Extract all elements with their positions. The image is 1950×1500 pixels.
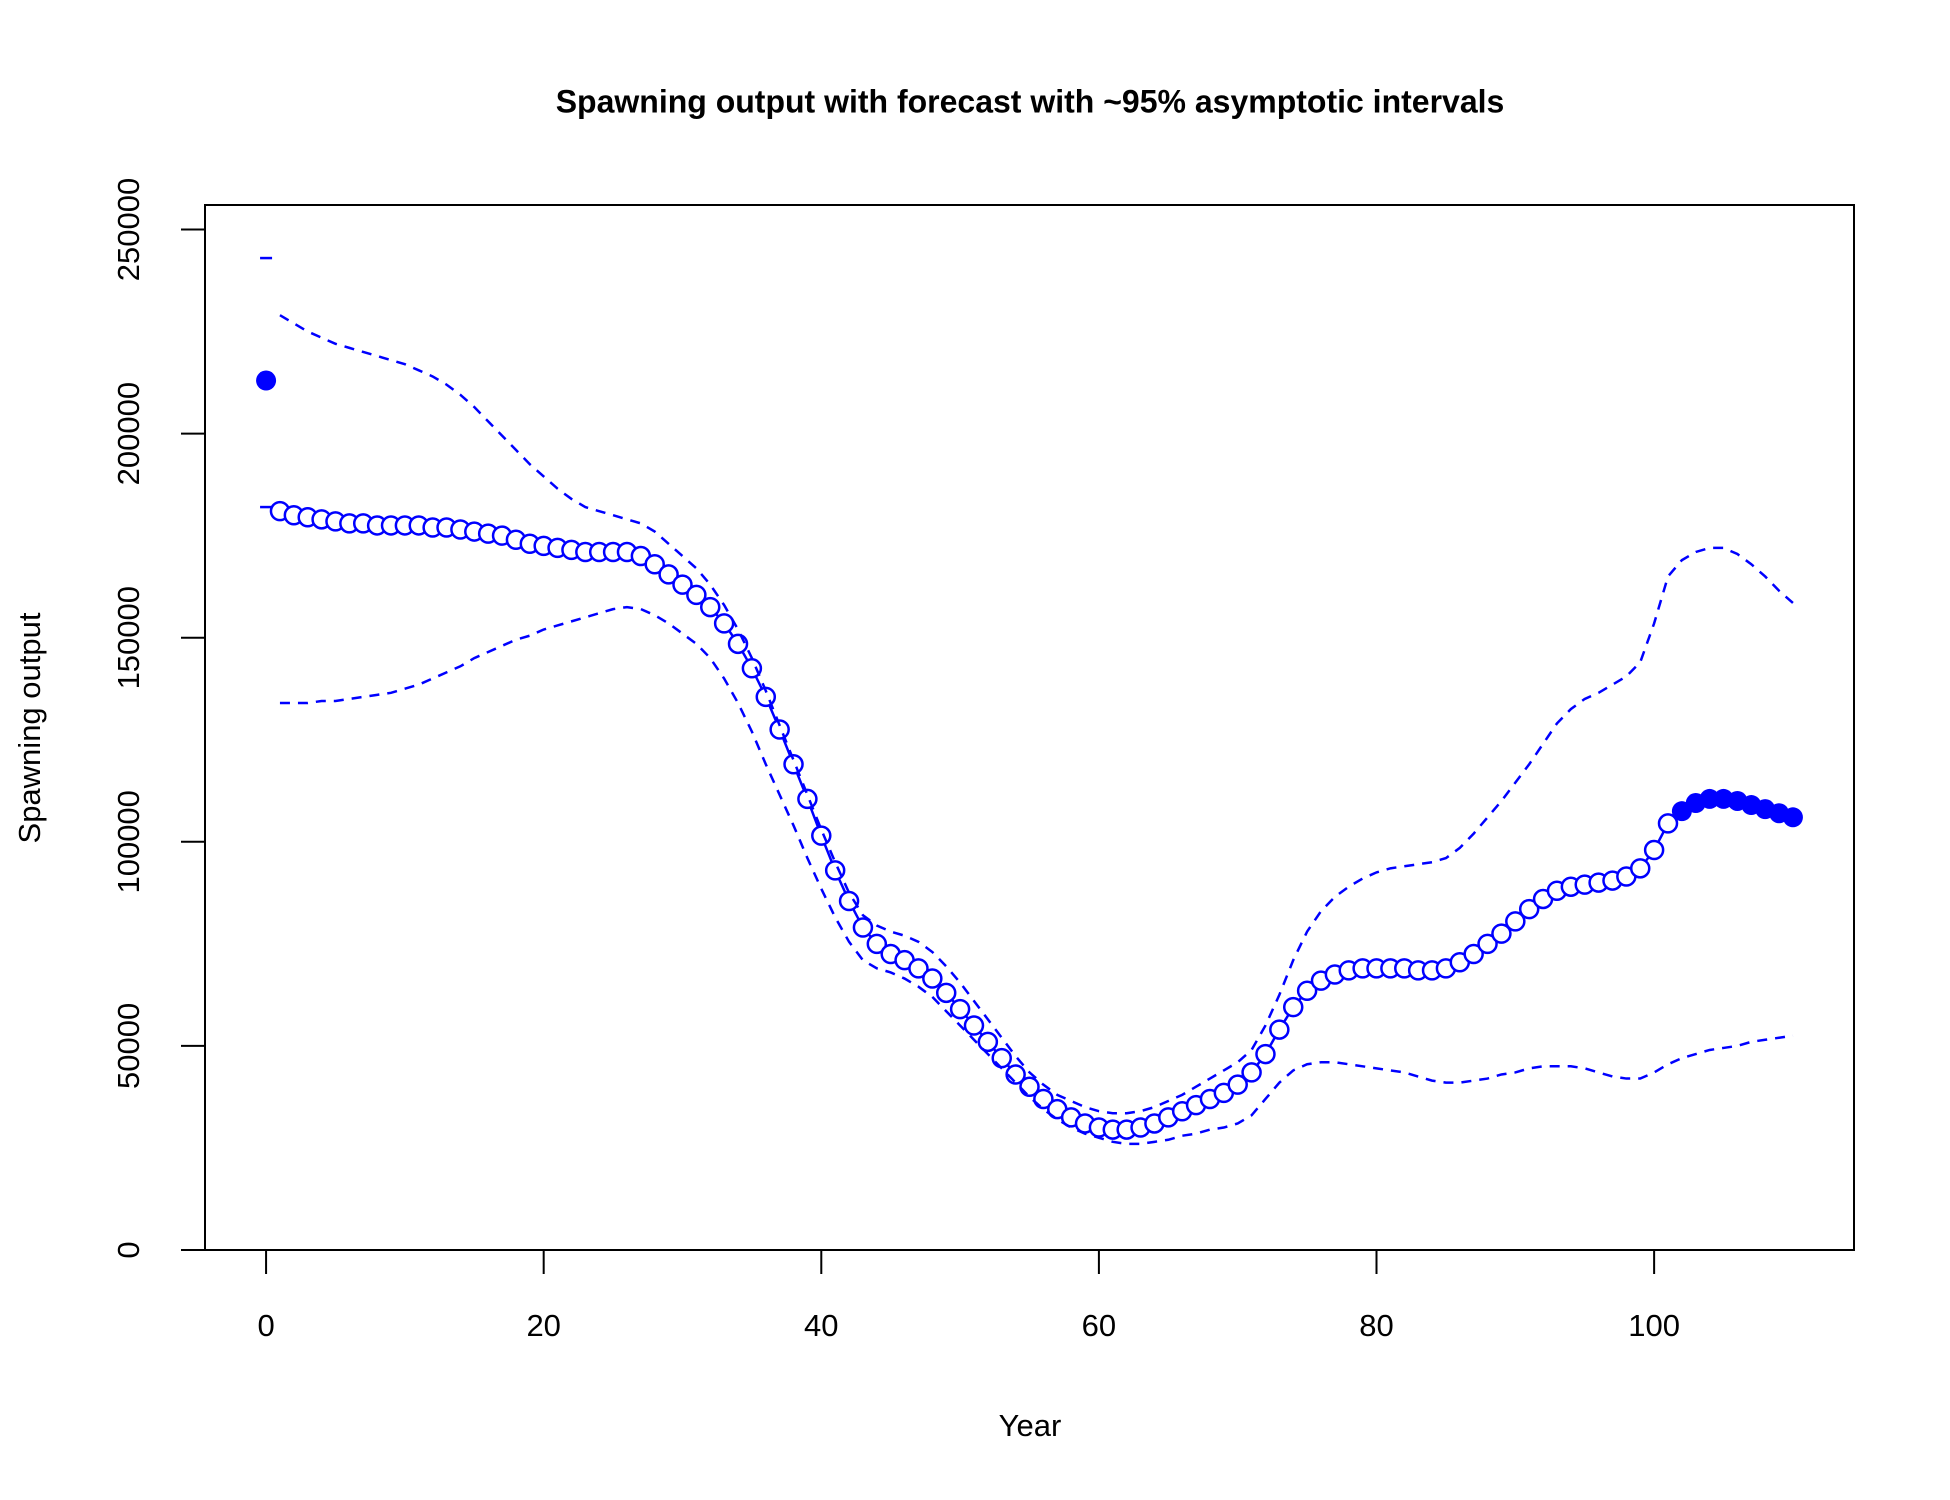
point bbox=[686, 584, 707, 606]
point bbox=[658, 564, 679, 585]
point bbox=[1227, 1074, 1248, 1095]
point bbox=[713, 613, 735, 634]
y-tick-label: 150000 bbox=[111, 586, 146, 689]
point bbox=[727, 633, 749, 655]
x-tick-label: 60 bbox=[1082, 1308, 1116, 1343]
series-line bbox=[279, 509, 1670, 1131]
point bbox=[991, 1047, 1012, 1069]
point bbox=[1699, 788, 1720, 809]
point bbox=[852, 917, 874, 938]
point bbox=[1505, 911, 1526, 932]
point bbox=[963, 1015, 985, 1036]
point bbox=[1643, 839, 1665, 861]
interval-line bbox=[279, 605, 1794, 1146]
y-tick-label: 0 bbox=[111, 1241, 146, 1258]
point bbox=[824, 860, 846, 881]
point bbox=[935, 982, 957, 1004]
point bbox=[922, 968, 943, 989]
x-tick-label: 20 bbox=[526, 1308, 560, 1343]
point bbox=[1269, 1019, 1290, 1040]
x-tick-label: 80 bbox=[1359, 1308, 1393, 1343]
point bbox=[1282, 996, 1304, 1018]
point bbox=[672, 574, 693, 595]
interval-line bbox=[279, 314, 1794, 1115]
point bbox=[644, 553, 665, 575]
y-axis-label: Spawning output bbox=[12, 612, 47, 843]
point bbox=[1491, 923, 1512, 944]
point bbox=[977, 1031, 999, 1053]
x-tick-label: 0 bbox=[257, 1308, 274, 1343]
y-tick-label: 200000 bbox=[111, 382, 146, 485]
point bbox=[949, 998, 971, 1020]
chart-title: Spawning output with forecast with ~95% … bbox=[556, 83, 1505, 119]
point bbox=[1782, 807, 1803, 828]
plot-frame bbox=[204, 204, 1855, 1251]
point bbox=[1518, 898, 1540, 920]
point bbox=[1463, 943, 1484, 965]
x-tick-label: 40 bbox=[804, 1308, 838, 1343]
point bbox=[1241, 1062, 1262, 1083]
point bbox=[1477, 933, 1498, 955]
point bbox=[1255, 1043, 1276, 1065]
point bbox=[797, 788, 818, 810]
y-tick-label: 50000 bbox=[111, 1003, 146, 1089]
y-tick-label: 100000 bbox=[111, 790, 146, 893]
x-axis-label: Year bbox=[999, 1408, 1062, 1443]
point bbox=[908, 958, 929, 979]
point bbox=[1033, 1088, 1054, 1110]
point bbox=[699, 596, 721, 618]
point bbox=[1629, 858, 1651, 879]
point bbox=[866, 933, 888, 955]
point bbox=[1657, 813, 1679, 834]
point bbox=[256, 370, 277, 391]
x-tick-label: 100 bbox=[1628, 1308, 1680, 1343]
y-tick-label: 250000 bbox=[111, 178, 146, 281]
point bbox=[1296, 980, 1318, 1002]
